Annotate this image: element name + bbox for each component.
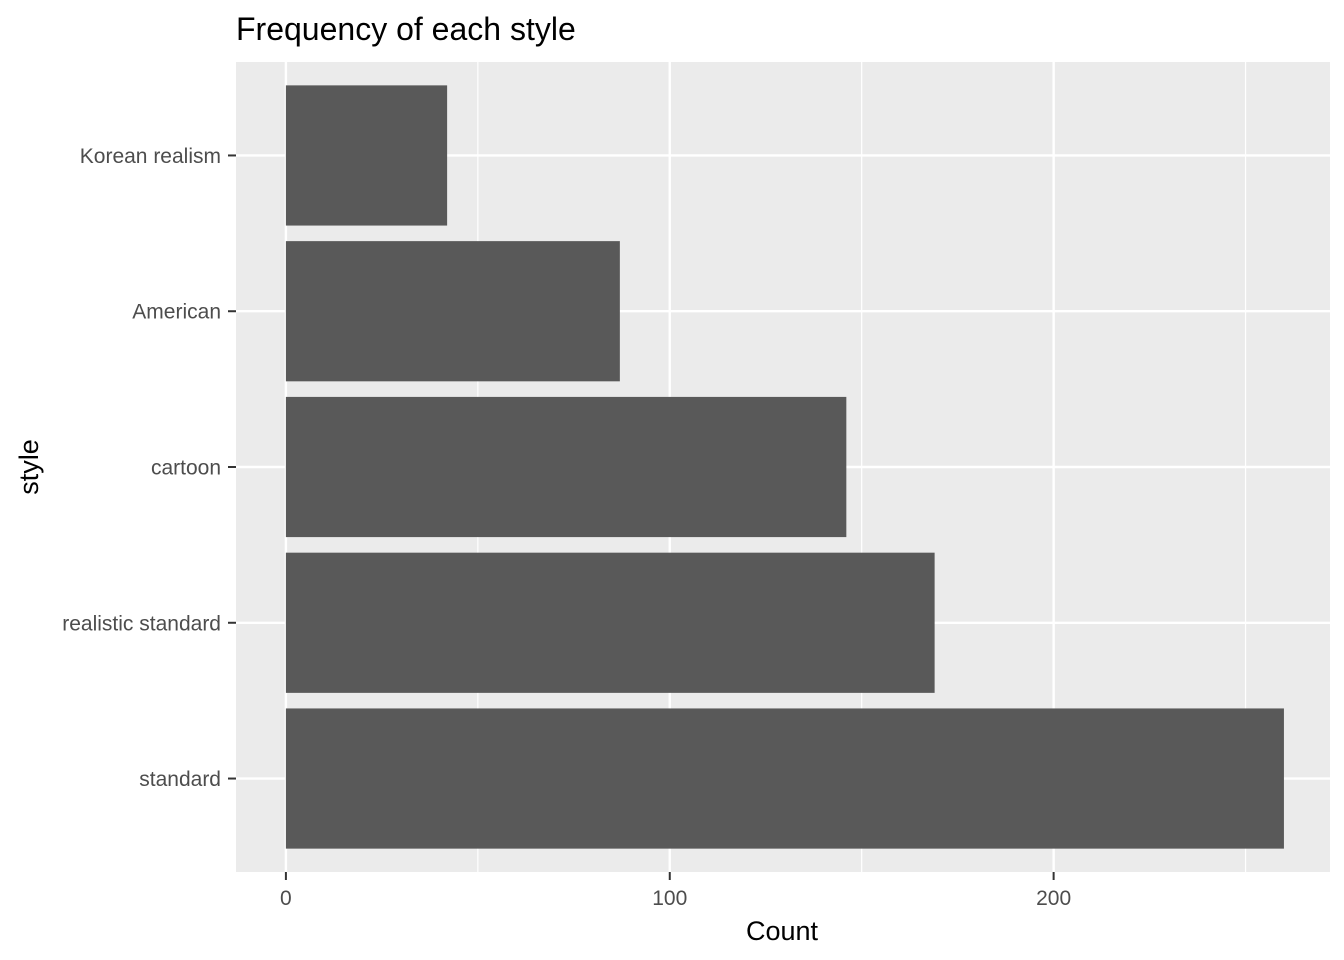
- y-tick-label: American: [132, 301, 221, 324]
- chart-title: Frequency of each style: [236, 11, 576, 47]
- bars: [285, 85, 1284, 849]
- x-tick-label: 0: [280, 887, 292, 910]
- x-axis-title: Count: [746, 916, 819, 946]
- y-axis-title: style: [14, 439, 44, 495]
- y-axis: Korean realism American cartoon realistic s…: [62, 145, 236, 791]
- x-tick-label: 200: [1036, 887, 1071, 910]
- x-tick-label: 100: [652, 887, 687, 910]
- bar-realistic-standard: [285, 552, 935, 693]
- bar-standard: [285, 708, 1284, 849]
- x-axis: 0 100 200: [280, 872, 1071, 910]
- y-tick-label: standard: [139, 768, 221, 791]
- bar-korean-realism: [285, 85, 448, 226]
- y-tick-label: Korean realism: [80, 145, 221, 168]
- bar-american: [285, 241, 620, 382]
- y-tick-label: realistic standard: [62, 612, 221, 635]
- y-tick-label: cartoon: [151, 457, 221, 480]
- bar-cartoon: [285, 396, 847, 538]
